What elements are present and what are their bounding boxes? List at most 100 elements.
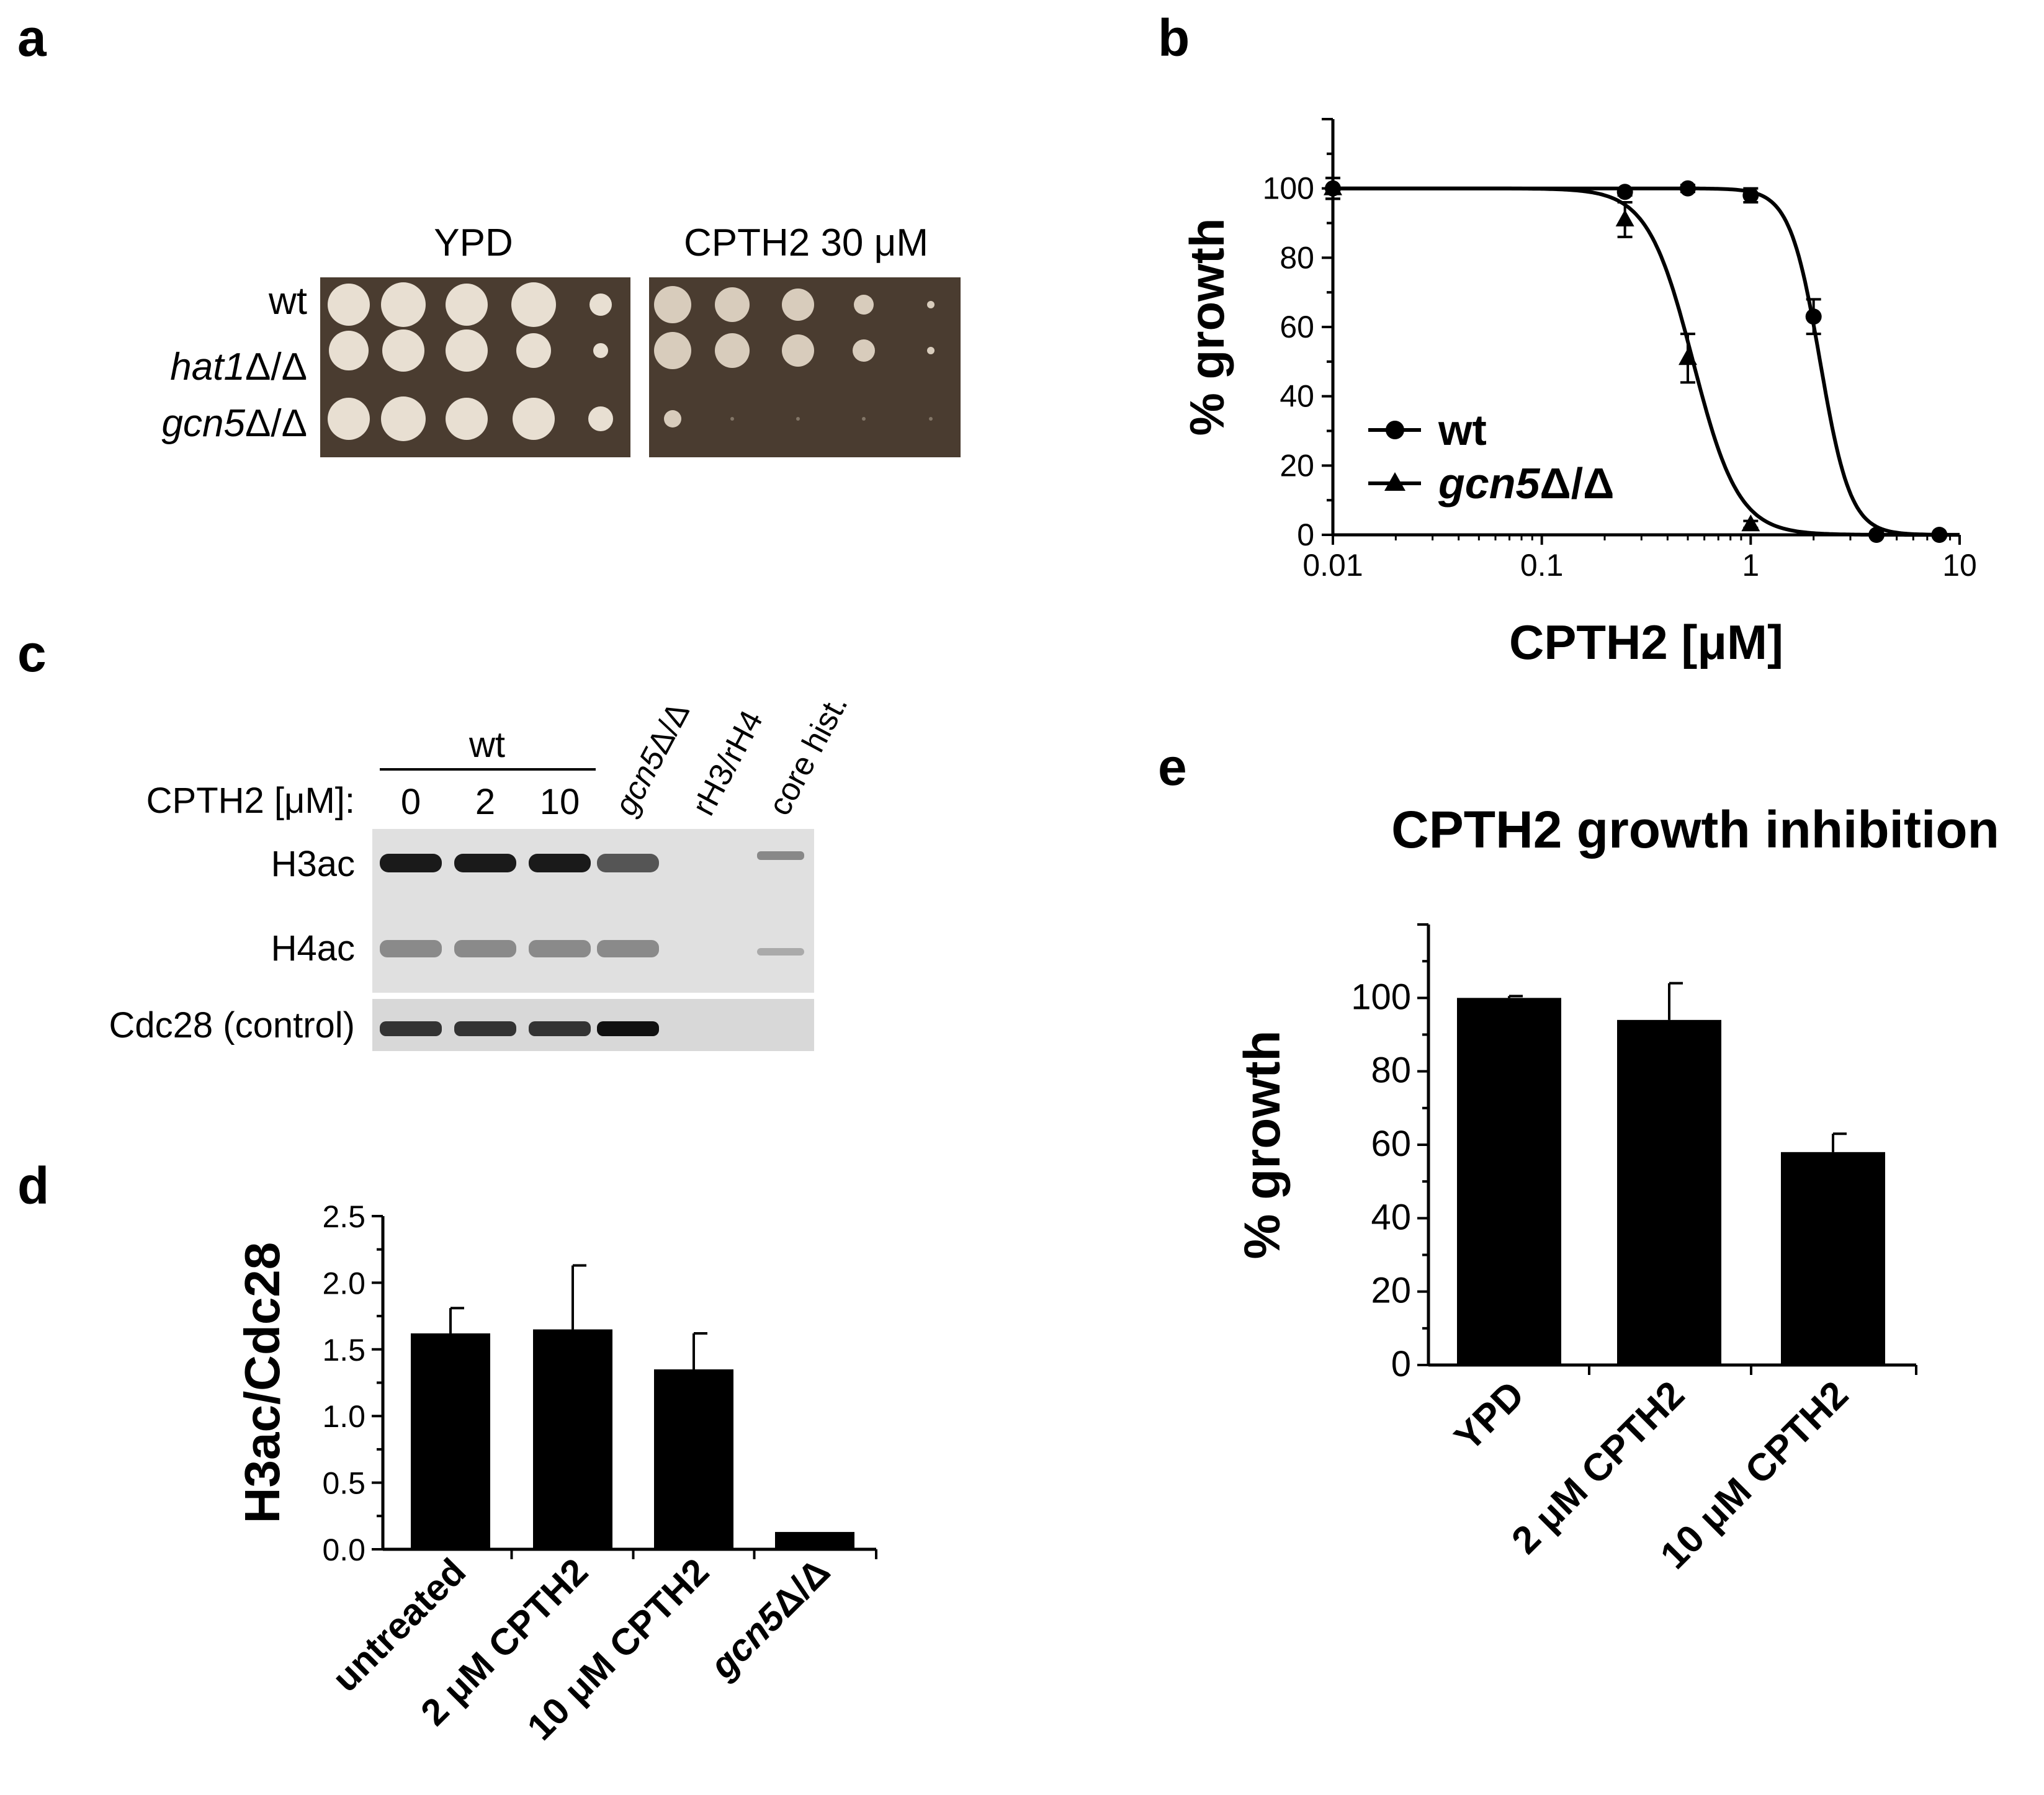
x-tick-label: 0.1	[1520, 548, 1564, 583]
c-lane-core-hist: core hist.	[761, 689, 854, 821]
a-strain-wt: wt	[268, 280, 307, 323]
a-strain-gcn5: gcn5Δ/Δ	[161, 402, 307, 445]
a-col-title-ypd: YPD	[434, 222, 513, 264]
colony-spot	[796, 417, 800, 421]
colony-spot	[782, 289, 814, 321]
y-tick-label: 1.0	[322, 1399, 365, 1434]
colony-spot	[446, 284, 488, 326]
colony-spot	[664, 410, 681, 427]
panel-d-label: d	[17, 1157, 49, 1215]
y-tick-label: 100	[1263, 171, 1314, 206]
band-h4ac	[380, 940, 442, 957]
x-category-label: 2 μM CPTH2	[1504, 1373, 1693, 1562]
band-cdc28	[380, 1021, 442, 1036]
bar	[1617, 1019, 1721, 1365]
bar	[654, 1369, 733, 1549]
legend-label-wt: wt	[1438, 406, 1487, 454]
a-col-title-cpth2: CPTH2 30 μM	[684, 222, 928, 264]
colony-spot	[782, 334, 814, 367]
colony-spot	[862, 417, 866, 421]
band-core-hist-h3ac	[757, 851, 804, 860]
colony-spot	[715, 333, 750, 368]
panel-a: a YPD CPTH2 30 μM wt hat1Δ/Δ gcn5Δ/Δ	[17, 9, 961, 457]
colony-spot	[329, 331, 369, 370]
y-axis-title: % growth	[1234, 1031, 1291, 1260]
colony-spot	[853, 339, 875, 362]
band-h4ac	[597, 940, 659, 957]
y-tick-label: 20	[1371, 1271, 1411, 1311]
data-point-wt	[1742, 187, 1759, 204]
colony-spot	[929, 417, 933, 421]
bar	[411, 1333, 490, 1549]
blot-bands	[380, 851, 804, 1036]
bar	[1457, 998, 1561, 1365]
panel-b-label: b	[1158, 9, 1190, 67]
data-point-wt	[1679, 180, 1696, 197]
c-dose-0: 0	[401, 782, 421, 822]
band-h3ac	[529, 854, 591, 872]
panel-e-label: e	[1158, 738, 1187, 796]
legend-label-gcn5: gcn5Δ/Δ	[1438, 459, 1614, 508]
c-lane-rh3rh4: rH3/rH4	[685, 705, 770, 821]
c-dose-10: 10	[540, 782, 580, 822]
x-category-label: gcn5Δ/Δ	[701, 1551, 838, 1687]
y-tick-label: 0.0	[322, 1533, 365, 1567]
colony-spot	[589, 293, 612, 316]
c-lane-gcn5: gcn5Δ/Δ	[607, 697, 697, 821]
blot-upper	[372, 829, 814, 993]
band-h3ac	[454, 854, 516, 872]
a-strain-hat1: hat1Δ/Δ	[170, 346, 307, 388]
colony-spot	[511, 282, 556, 327]
band-cdc28	[454, 1021, 516, 1036]
y-tick-label: 2.0	[322, 1266, 365, 1300]
data-point-gcn5	[1741, 514, 1760, 532]
y-tick-label: 100	[1351, 977, 1411, 1017]
c-treatment-label: CPTH2 [μM]:	[146, 781, 355, 821]
bar	[1781, 1152, 1885, 1365]
fit-curve-wt	[1333, 186, 1960, 537]
band-h4ac	[529, 940, 591, 957]
blot-lower	[372, 999, 814, 1051]
fit-curve-gcn5	[1333, 186, 1960, 537]
colony-spot	[730, 417, 734, 421]
colony-spot	[328, 398, 370, 440]
c-row-cdc28: Cdc28 (control)	[109, 1005, 355, 1045]
colony-spot	[516, 333, 551, 368]
y-tick-label: 0	[1391, 1344, 1411, 1384]
y-tick-label: 2.5	[322, 1199, 365, 1234]
y-tick-label: 80	[1371, 1050, 1411, 1091]
y-tick-label: 40	[1280, 379, 1314, 414]
colony-spot	[854, 295, 874, 315]
x-category-label: YPD	[1446, 1373, 1533, 1459]
band-h3ac	[380, 854, 442, 872]
colony-spot	[381, 396, 426, 441]
y-tick-label: 60	[1280, 310, 1314, 344]
legend-marker-gcn5	[1384, 472, 1405, 491]
colony-spot	[654, 286, 691, 323]
band-cdc28	[597, 1021, 659, 1036]
panel-c: c wt CPTH2 [μM]: 0 2 10 gcn5Δ/Δ rH3/rH4 …	[17, 624, 855, 1051]
colony-spot	[381, 282, 426, 327]
colony-spot	[446, 329, 488, 372]
band-cdc28	[529, 1021, 591, 1036]
colony-spot	[328, 284, 370, 326]
chart-title: CPTH2 growth inhibition	[1391, 800, 1999, 859]
data-point-gcn5	[1324, 178, 1342, 195]
x-axis-title: CPTH2 [μM]	[1509, 615, 1783, 669]
colony-spot	[382, 329, 424, 372]
c-group-label-wt: wt	[468, 725, 505, 765]
bar	[533, 1329, 612, 1549]
x-tick-label: 0.01	[1302, 548, 1363, 583]
panel-c-label: c	[17, 624, 47, 683]
colony-spot	[593, 343, 608, 358]
colony-spot	[513, 398, 555, 440]
y-tick-label: 1.5	[322, 1333, 365, 1368]
y-tick-label: 0	[1297, 517, 1314, 552]
